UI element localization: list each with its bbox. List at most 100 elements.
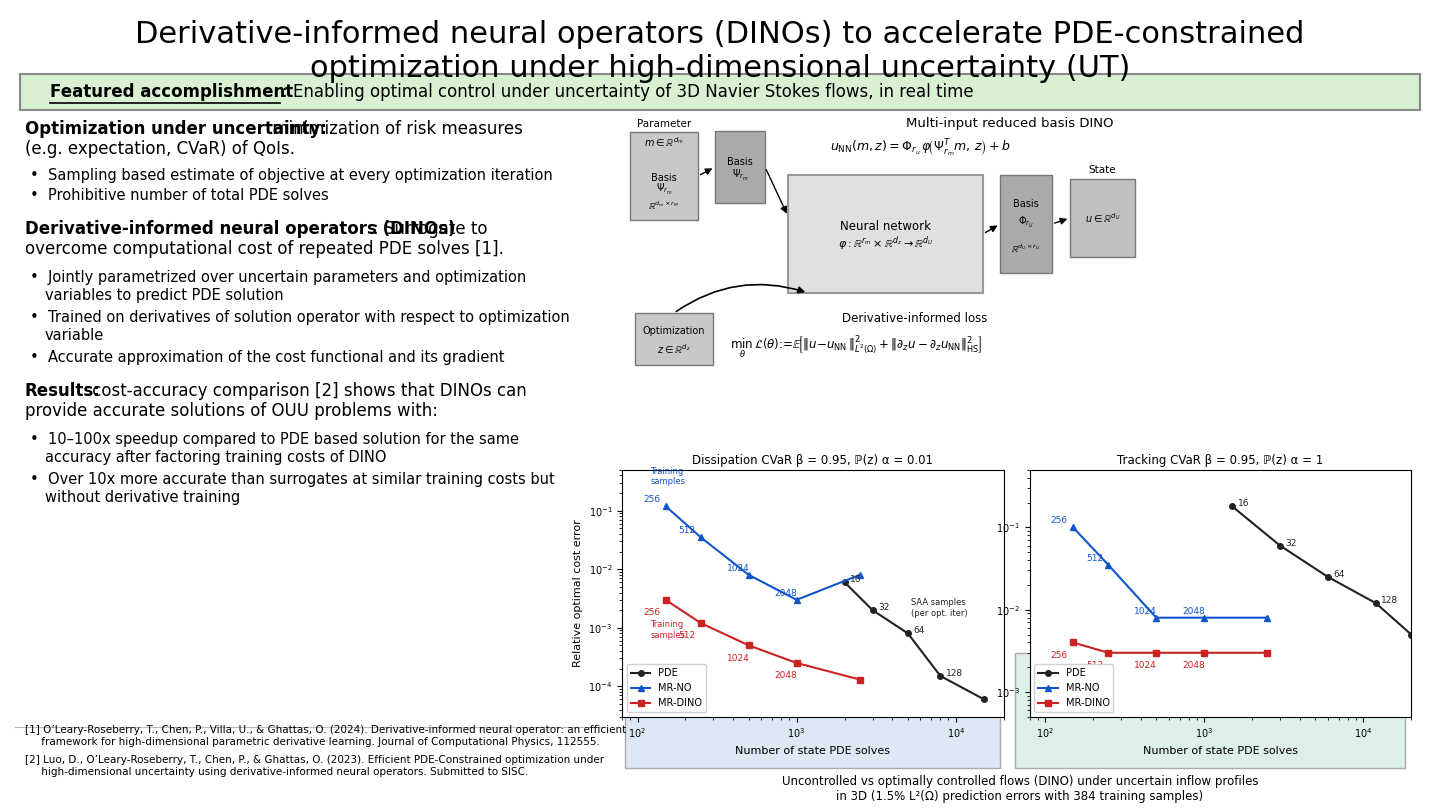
Text: minimization of risk measures: minimization of risk measures	[266, 120, 523, 138]
Text: 32: 32	[1286, 539, 1297, 548]
Text: Optimization under uncertainty:: Optimization under uncertainty:	[24, 120, 327, 138]
MR-NO	[1148, 613, 1165, 623]
Text: 512: 512	[678, 526, 696, 535]
Text: $u_{\rm NN}(m,z) = \Phi_{r_u}\,\varphi\!\left(\Psi_{r_m}^T m,\,z\right) + b$: $u_{\rm NN}(m,z) = \Phi_{r_u}\,\varphi\!…	[829, 137, 1011, 159]
PDE	[932, 671, 949, 681]
FancyBboxPatch shape	[1015, 653, 1405, 768]
PDE	[899, 629, 916, 638]
MR-NO	[1259, 613, 1276, 623]
Text: State: State	[1089, 165, 1116, 175]
Text: $m \in \mathbb{R}^{d_m}$: $m \in \mathbb{R}^{d_m}$	[644, 135, 684, 149]
Text: 1024: 1024	[1135, 607, 1156, 616]
Text: Featured accomplishment: Featured accomplishment	[50, 83, 294, 101]
Text: 512: 512	[1086, 554, 1103, 563]
MR-NO	[1100, 560, 1117, 569]
Line: MR-DINO: MR-DINO	[1070, 640, 1270, 655]
Text: $\Phi_{r_U}$: $\Phi_{r_U}$	[1018, 215, 1034, 229]
Line: MR-NO: MR-NO	[662, 503, 863, 603]
MR-NO	[693, 532, 710, 542]
FancyBboxPatch shape	[999, 175, 1053, 273]
Text: Neural network: Neural network	[840, 220, 932, 232]
Text: $\Psi_{r_m}$: $\Psi_{r_m}$	[655, 181, 672, 197]
Text: 32: 32	[878, 603, 890, 612]
Text: 256: 256	[1051, 516, 1068, 525]
Text: Derivative-informed loss: Derivative-informed loss	[842, 312, 988, 325]
Text: Training
samples: Training samples	[649, 467, 685, 486]
PDE	[835, 578, 852, 587]
Text: $u \in \mathbb{R}^{d_U}$: $u \in \mathbb{R}^{d_U}$	[1084, 211, 1120, 225]
MR-NO	[1195, 613, 1212, 623]
Text: [1] O’Leary-Roseberry, T., Chen, P., Villa, U., & Ghattas, O. (2024). Derivative: [1] O’Leary-Roseberry, T., Chen, P., Vil…	[24, 725, 626, 747]
Text: cost-accuracy comparison [2] shows that DINOs can: cost-accuracy comparison [2] shows that …	[86, 382, 527, 400]
Title: Dissipation CVaR β = 0.95, ℙ(z) α = 0.01: Dissipation CVaR β = 0.95, ℙ(z) α = 0.01	[693, 454, 933, 467]
Text: $\mathbb{R}^{d_m \times r_M}$: $\mathbb{R}^{d_m \times r_M}$	[648, 199, 680, 212]
Text: •  Sampling based estimate of objective at every optimization iteration: • Sampling based estimate of objective a…	[30, 168, 553, 183]
PDE	[975, 694, 992, 704]
FancyBboxPatch shape	[716, 131, 765, 203]
PDE	[1224, 501, 1241, 511]
Line: PDE: PDE	[842, 579, 986, 702]
Text: •  Prohibitive number of total PDE solves: • Prohibitive number of total PDE solves	[30, 188, 328, 203]
FancyBboxPatch shape	[635, 313, 713, 365]
Y-axis label: Relative optimal cost error: Relative optimal cost error	[573, 519, 583, 667]
Text: •  Trained on derivatives of solution operator with respect to optimization: • Trained on derivatives of solution ope…	[30, 310, 570, 325]
PDE	[1367, 599, 1384, 608]
Text: 1024: 1024	[1135, 661, 1156, 670]
X-axis label: Number of state PDE solves: Number of state PDE solves	[1143, 746, 1297, 756]
Text: [ Optimally controlled flow visualization ]: [ Optimally controlled flow visualizatio…	[1096, 706, 1325, 716]
MR-DINO	[788, 658, 805, 667]
PDE	[1403, 629, 1420, 639]
Text: variables to predict PDE solution: variables to predict PDE solution	[45, 288, 284, 303]
FancyBboxPatch shape	[788, 175, 984, 293]
MR-DINO	[1100, 648, 1117, 658]
Text: 512: 512	[1086, 661, 1103, 670]
Text: [2] Luo, D., O’Leary-Roseberry, T., Chen, P., & Ghattas, O. (2023). Efficient PD: [2] Luo, D., O’Leary-Roseberry, T., Chen…	[24, 755, 605, 777]
Text: 16: 16	[1238, 499, 1250, 509]
MR-DINO	[1195, 648, 1212, 658]
Text: 2048: 2048	[1182, 607, 1205, 616]
PDE	[1319, 572, 1336, 582]
Text: Training
samples: Training samples	[649, 620, 685, 640]
MR-DINO	[1064, 637, 1081, 647]
Text: 2048: 2048	[1182, 661, 1205, 670]
Legend: PDE, MR-NO, MR-DINO: PDE, MR-NO, MR-DINO	[626, 664, 706, 712]
Text: $\varphi: \mathbb{R}^{r_m} \times \mathbb{R}^{d_z} \to \mathbb{R}^{d_U}$: $\varphi: \mathbb{R}^{r_m} \times \mathb…	[838, 235, 933, 254]
Text: Derivative-informed neural operators (DINOs) to accelerate PDE-constrained
optim: Derivative-informed neural operators (DI…	[135, 20, 1305, 83]
Text: 1024: 1024	[727, 654, 749, 663]
Text: accuracy after factoring training costs of DINO: accuracy after factoring training costs …	[45, 450, 386, 465]
Text: [ Uncontrolled flow visualization ]: [ Uncontrolled flow visualization ]	[719, 706, 906, 716]
MR-NO	[788, 595, 805, 605]
Line: MR-NO: MR-NO	[1070, 525, 1270, 620]
Text: provide accurate solutions of OUU problems with:: provide accurate solutions of OUU proble…	[24, 402, 438, 420]
Text: : Enabling optimal control under uncertainty of 3D Navier Stokes flows, in real : : Enabling optimal control under uncerta…	[282, 83, 973, 101]
Text: overcome computational cost of repeated PDE solves [1].: overcome computational cost of repeated …	[24, 240, 504, 258]
Text: Parameter: Parameter	[636, 119, 691, 129]
Text: •  10–100x speedup compared to PDE based solution for the same: • 10–100x speedup compared to PDE based …	[30, 432, 518, 447]
Title: Tracking CVaR β = 0.95, ℙ(z) α = 1: Tracking CVaR β = 0.95, ℙ(z) α = 1	[1117, 454, 1323, 467]
Text: 128: 128	[946, 669, 963, 678]
MR-NO	[657, 501, 674, 511]
Text: •  Accurate approximation of the cost functional and its gradient: • Accurate approximation of the cost fun…	[30, 350, 504, 365]
X-axis label: Number of state PDE solves: Number of state PDE solves	[736, 746, 890, 756]
FancyBboxPatch shape	[1070, 179, 1135, 257]
MR-DINO	[693, 618, 710, 628]
FancyBboxPatch shape	[20, 74, 1420, 110]
Text: $\Psi_{r_m}$: $\Psi_{r_m}$	[732, 168, 749, 182]
Text: SAA samples
(per opt. iter): SAA samples (per opt. iter)	[912, 599, 968, 618]
FancyBboxPatch shape	[631, 132, 698, 220]
Text: 2048: 2048	[775, 589, 798, 598]
MR-NO	[851, 570, 868, 580]
Text: : Surrogate to: : Surrogate to	[373, 220, 488, 238]
Text: Multi-input reduced basis DINO: Multi-input reduced basis DINO	[906, 117, 1113, 130]
Text: 512: 512	[678, 631, 696, 641]
Text: variable: variable	[45, 328, 104, 343]
Text: 1024: 1024	[727, 564, 749, 573]
Text: •  Over 10x more accurate than surrogates at similar training costs but: • Over 10x more accurate than surrogates…	[30, 472, 554, 487]
MR-DINO	[1259, 648, 1276, 658]
Text: $z \in \mathbb{R}^{d_z}$: $z \in \mathbb{R}^{d_z}$	[657, 343, 691, 356]
MR-DINO	[740, 641, 757, 650]
Text: Basis: Basis	[1014, 199, 1038, 210]
Text: Derivative-informed neural operators (DINOs): Derivative-informed neural operators (DI…	[24, 220, 455, 238]
MR-NO	[1064, 522, 1081, 532]
Text: 64: 64	[1333, 570, 1345, 579]
